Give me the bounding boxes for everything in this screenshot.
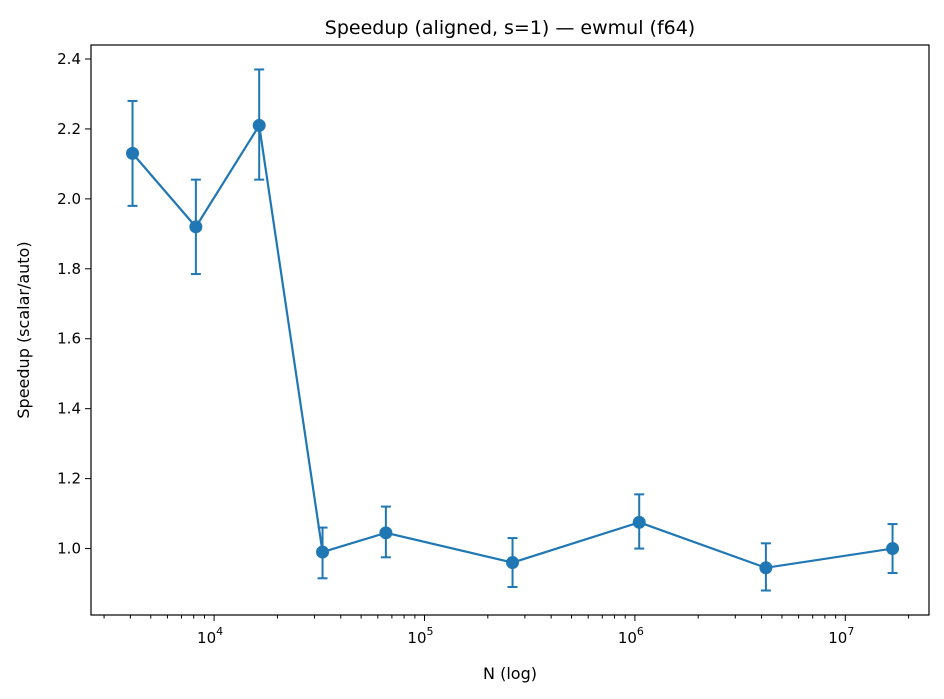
y-tick-label: 1.8	[57, 260, 81, 278]
y-tick-label: 2.4	[57, 50, 81, 68]
y-tick-label: 2.0	[57, 190, 81, 208]
x-tick-exponent: 7	[847, 625, 854, 638]
y-tick-label: 1.2	[57, 470, 81, 488]
data-point	[759, 561, 773, 575]
x-tick-exponent: 4	[216, 625, 223, 638]
x-tick-label: 106	[618, 625, 644, 647]
data-point	[506, 556, 520, 570]
x-axis-label: N (log)	[483, 664, 537, 683]
data-point	[189, 220, 203, 234]
chart-title: Speedup (aligned, s=1) — ewmul (f64)	[325, 17, 695, 39]
y-axis-label: Speedup (scalar/auto)	[14, 241, 33, 418]
axes-frame	[90, 44, 930, 616]
x-tick-label: 104	[197, 625, 223, 647]
x-tick-base: 10	[197, 629, 216, 647]
x-tick-exponent: 5	[427, 625, 434, 638]
x-tick-exponent: 6	[637, 625, 644, 638]
y-tick-label: 1.6	[57, 330, 81, 348]
data-point	[886, 542, 900, 556]
data-point	[252, 118, 266, 132]
y-tick-label: 2.2	[57, 120, 81, 138]
data-point	[126, 146, 140, 160]
x-tick-base: 10	[618, 629, 637, 647]
x-tick-base: 10	[407, 629, 426, 647]
y-tick-label: 1.0	[57, 540, 81, 558]
series-line	[131, 122, 893, 569]
x-tick-base: 10	[828, 629, 847, 647]
plot-area	[126, 68, 900, 592]
x-tick-label: 107	[828, 625, 854, 647]
data-point	[379, 526, 393, 540]
data-point	[316, 545, 330, 559]
data-point	[632, 515, 646, 529]
y-tick-label: 1.4	[57, 400, 81, 418]
x-tick-label: 105	[407, 625, 433, 647]
